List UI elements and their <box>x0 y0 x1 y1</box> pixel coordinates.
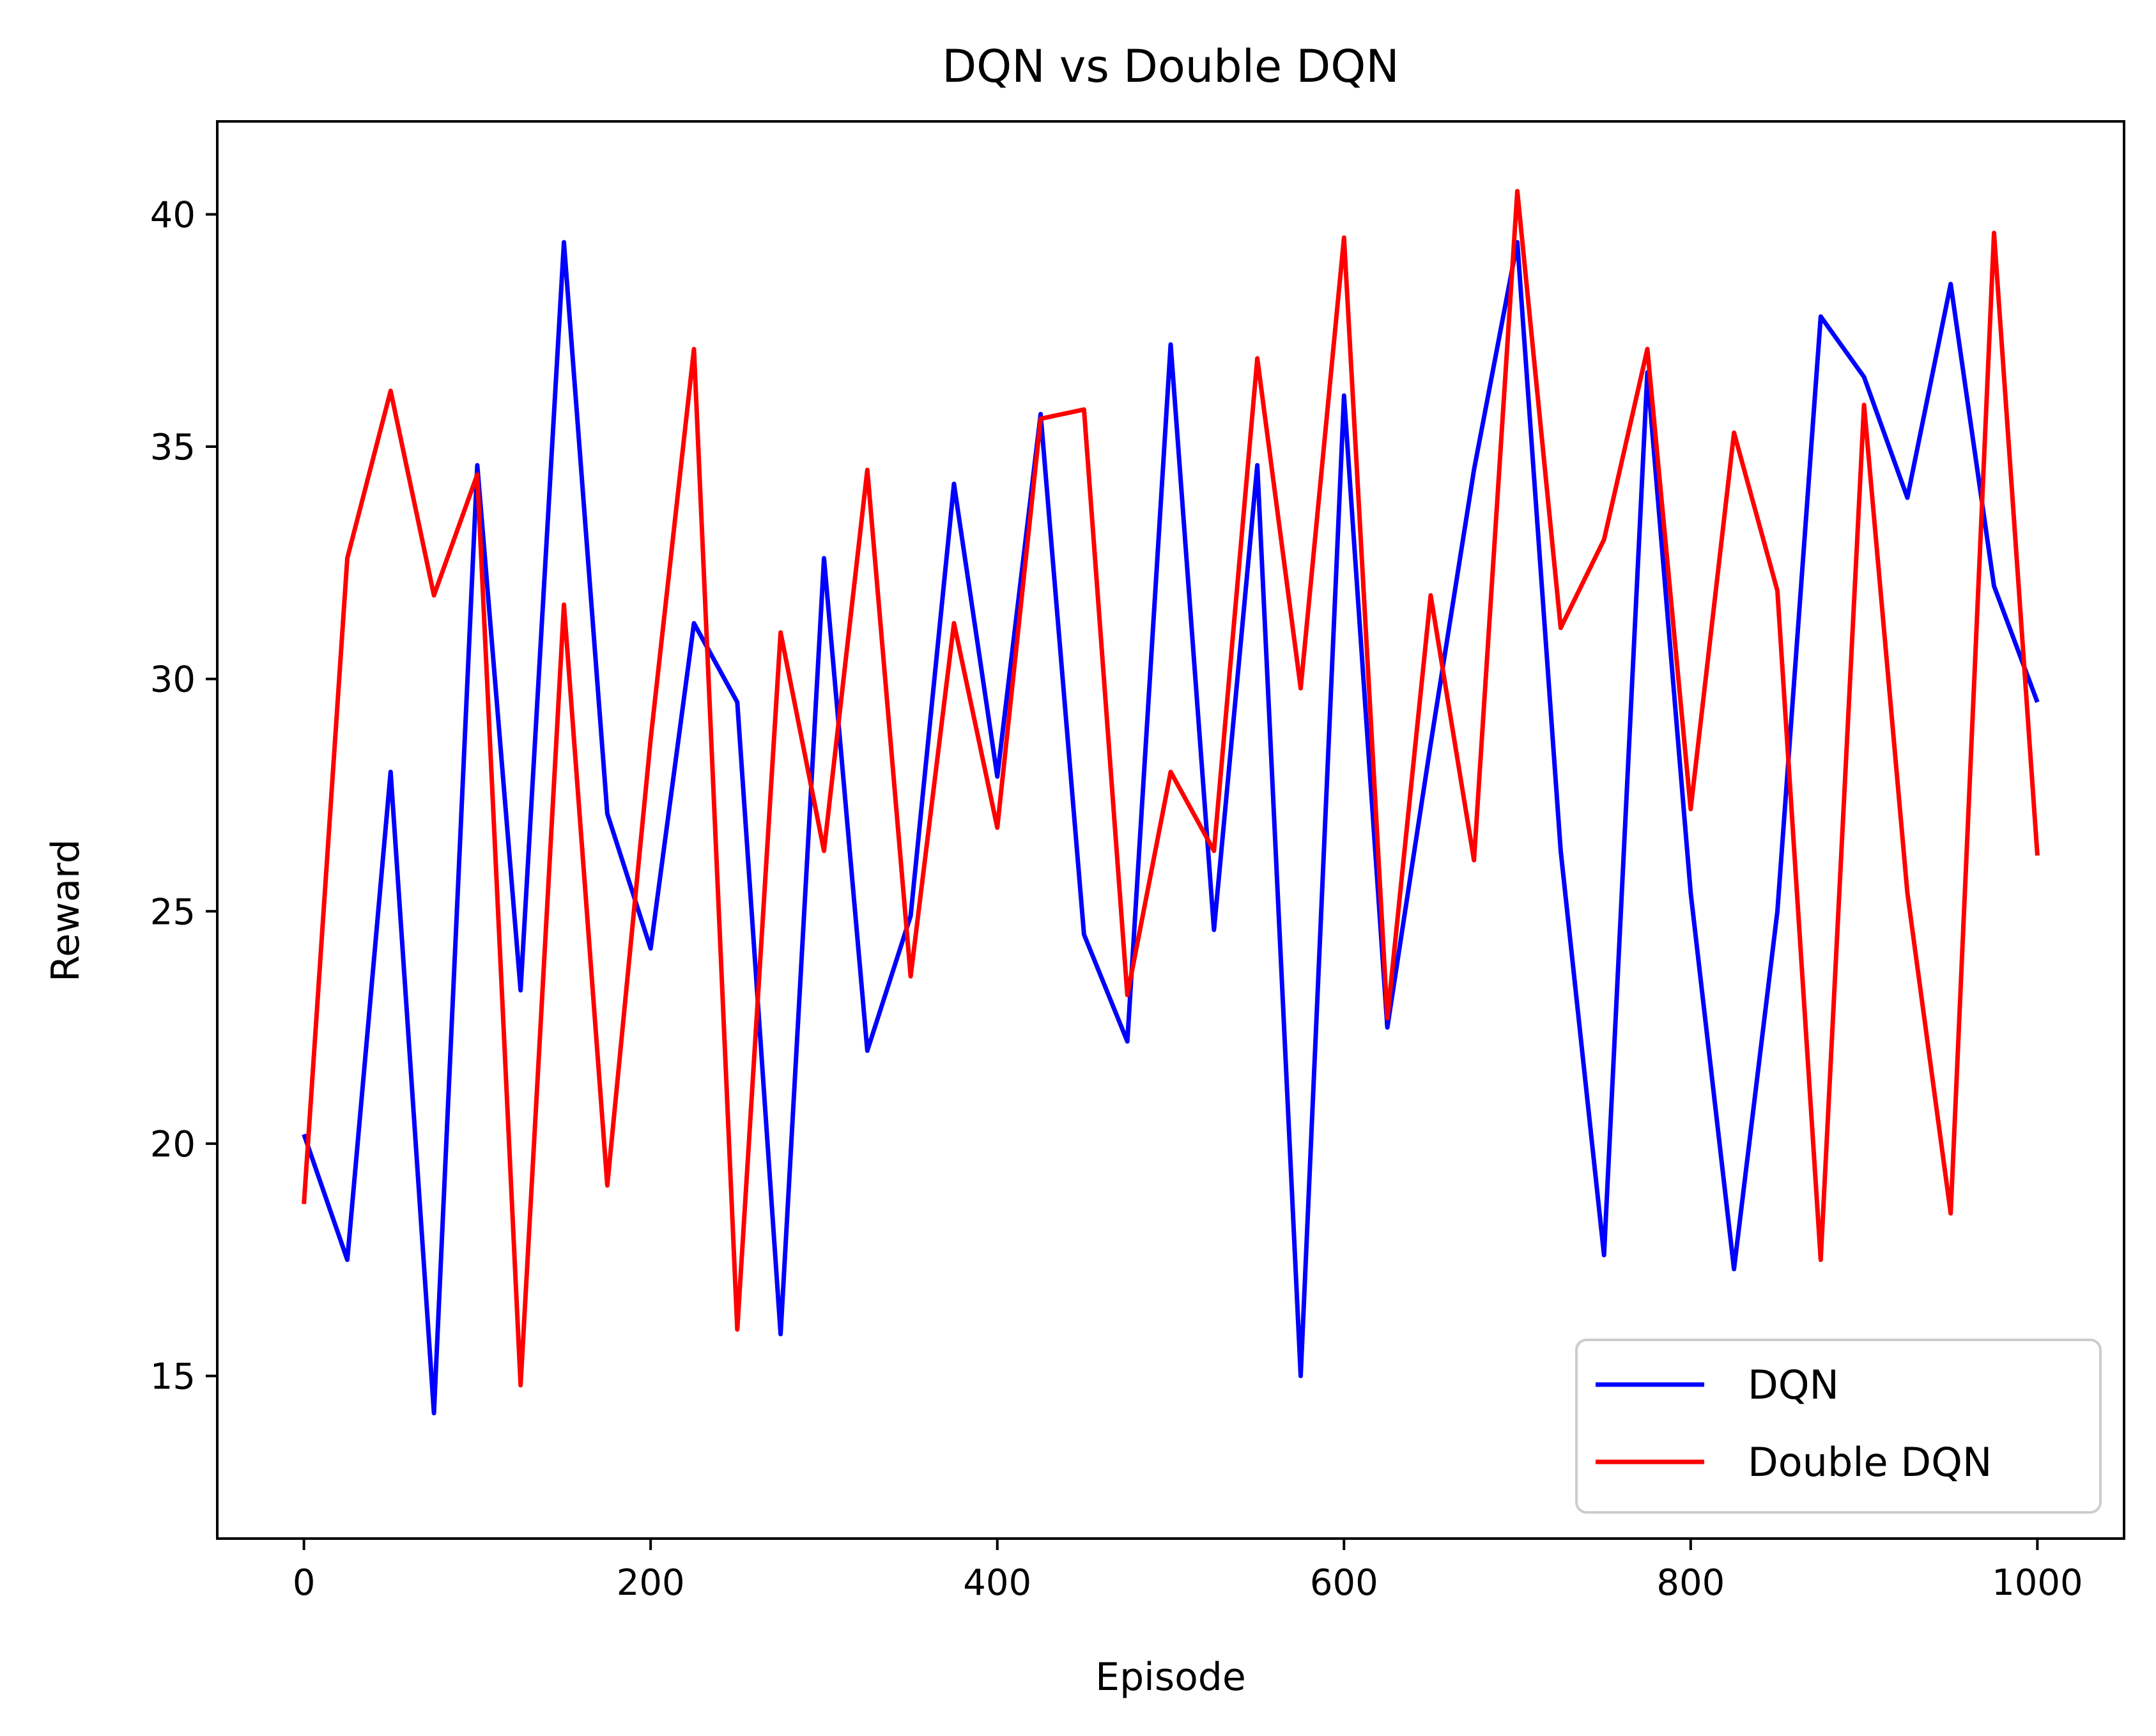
legend-label-dqn: DQN <box>1748 1362 1839 1408</box>
x-tick-label: 600 <box>1310 1562 1378 1604</box>
x-axis-label: Episode <box>1095 1655 1246 1700</box>
series-line-double-dqn <box>302 188 2040 1388</box>
legend-box <box>1575 1339 2102 1514</box>
plot-area <box>302 188 2040 1416</box>
y-axis: 15 20 25 30 35 40 <box>150 194 217 1397</box>
x-tick-label: 0 <box>293 1562 316 1604</box>
axes-frame <box>216 120 2125 1540</box>
legend: DQN Double DQN <box>1575 1339 2102 1514</box>
x-axis: 0 200 400 600 800 1000 <box>293 1539 2083 1604</box>
y-tick-label: 20 <box>150 1124 196 1165</box>
chart-title: DQN vs Double DQN <box>942 40 1399 93</box>
x-tick-label: 400 <box>963 1562 1031 1604</box>
y-axis-label: Reward <box>43 839 88 981</box>
y-tick-label: 15 <box>150 1356 196 1397</box>
x-tick-label: 800 <box>1656 1562 1725 1604</box>
x-tick-label: 1000 <box>1992 1562 2083 1604</box>
y-tick-label: 30 <box>150 659 196 701</box>
legend-label-double-dqn: Double DQN <box>1748 1439 1992 1486</box>
y-tick-label: 35 <box>150 427 196 468</box>
y-tick-label: 40 <box>150 194 196 236</box>
x-tick-label: 200 <box>617 1562 685 1604</box>
series-line-dqn <box>302 240 2040 1416</box>
y-tick-label: 25 <box>150 891 196 933</box>
